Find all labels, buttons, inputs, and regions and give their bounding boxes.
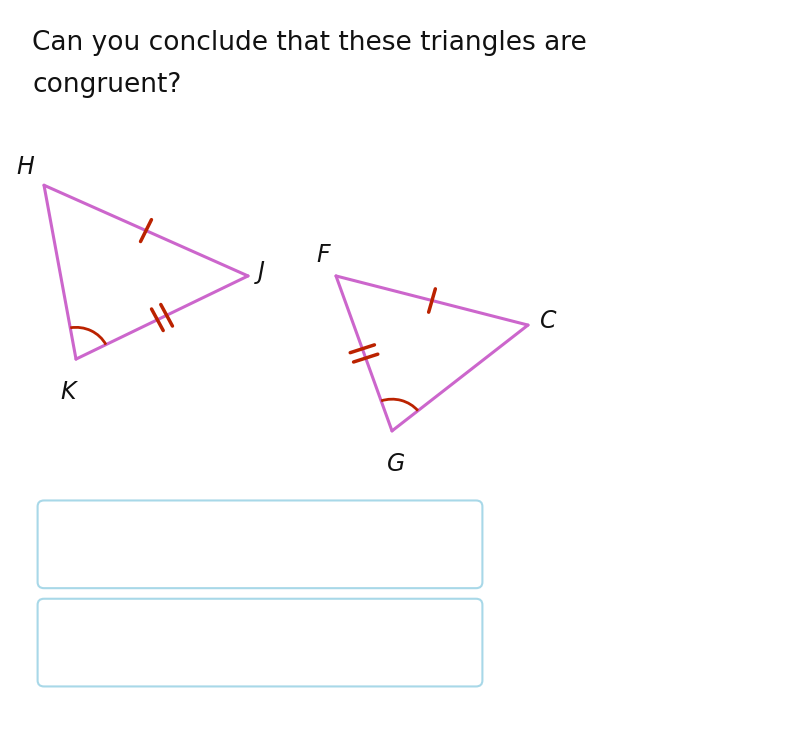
Text: J: J — [258, 260, 265, 284]
Text: H: H — [17, 155, 34, 179]
Text: F: F — [316, 243, 330, 267]
Text: G: G — [387, 452, 405, 476]
FancyBboxPatch shape — [38, 599, 482, 686]
Text: no: no — [124, 630, 157, 655]
FancyBboxPatch shape — [38, 500, 482, 588]
Text: yes: yes — [152, 531, 198, 557]
Text: C: C — [540, 309, 557, 333]
Text: congruent?: congruent? — [32, 72, 182, 98]
Text: Can you conclude that these triangles are: Can you conclude that these triangles ar… — [32, 30, 586, 56]
Text: K: K — [60, 380, 76, 404]
